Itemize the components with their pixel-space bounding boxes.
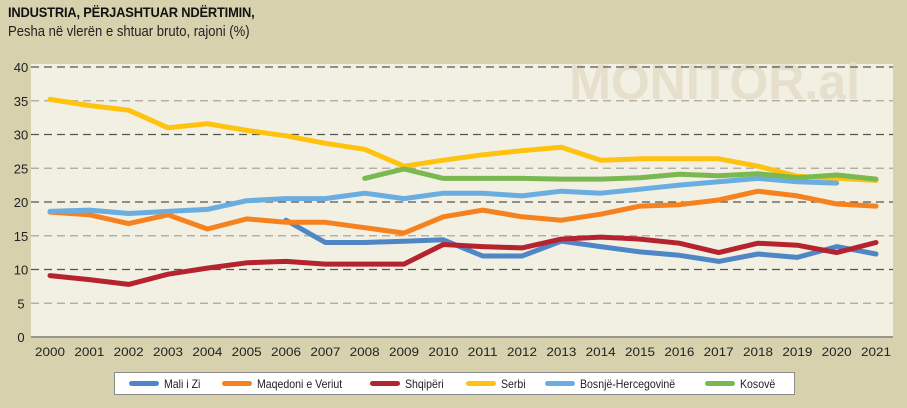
x-tick-label: 2021 <box>861 345 891 359</box>
x-tick-label: 2007 <box>310 345 340 359</box>
legend-item: Maqedoni e Veriut <box>222 377 354 391</box>
legend-label: Maqedoni e Veriut <box>257 376 343 391</box>
legend: Mali i Zi Maqedoni e Veriut Shqipëri Serbi B… <box>114 372 795 395</box>
x-tick-label: 2015 <box>625 345 655 359</box>
x-tick-label: 2011 <box>468 345 498 359</box>
y-tick-label: 20 <box>14 195 28 210</box>
x-tick-label: 2019 <box>782 345 812 359</box>
x-tick-label: 2017 <box>704 345 734 359</box>
series-line-kosovë <box>362 166 879 182</box>
y-tick-label: 10 <box>14 263 28 278</box>
legend-item: Serbi <box>465 376 529 391</box>
series-line-bosnjë-hercegovinë <box>47 175 840 216</box>
legend-swatch <box>129 381 160 386</box>
x-tick-label: 2003 <box>153 345 183 359</box>
x-tick-label: 2009 <box>389 345 419 359</box>
x-tick-label: 2002 <box>114 345 144 359</box>
x-tick-label: 2020 <box>822 345 852 359</box>
x-tick-label: 2014 <box>586 345 616 359</box>
legend-label: Bosnjë-Hercegovinë <box>580 376 676 391</box>
x-tick-label: 2008 <box>350 345 380 359</box>
legend-item: Shqipëri <box>370 377 449 391</box>
watermark: MONITOR.al <box>569 54 860 110</box>
series-line-mali-i-zi <box>283 217 879 264</box>
legend-item: Kosovë <box>704 376 780 391</box>
plot-area <box>31 64 893 338</box>
legend-label: Shqipëri <box>405 376 444 391</box>
legend-swatch <box>545 381 576 386</box>
x-tick-label: 2013 <box>546 345 576 359</box>
chart-title: INDUSTRIA, PËRJASHTUAR NDËRTIMIN, <box>8 4 255 20</box>
x-tick-label: 2004 <box>192 345 222 359</box>
chart-subtitle: Pesha në vlerën e shtuar bruto, rajoni (… <box>8 24 250 40</box>
x-tick-label: 2012 <box>507 345 537 359</box>
y-tick-label: 0 <box>17 330 24 345</box>
legend-label: Mali i Zi <box>164 376 201 391</box>
y-tick-label: 5 <box>17 296 24 311</box>
series-line-serbi <box>47 96 879 183</box>
x-tick-label: 2018 <box>743 345 773 359</box>
series-line-maqedoni-e-veriut <box>47 188 879 236</box>
y-tick-label: 15 <box>14 229 28 244</box>
legend-swatch <box>370 381 401 386</box>
legend-swatch <box>465 381 496 386</box>
x-tick-label: 2000 <box>35 345 65 359</box>
y-tick-label: 25 <box>14 161 28 176</box>
legend-item: Mali i Zi <box>129 377 205 391</box>
x-tick-label: 2010 <box>428 345 458 359</box>
y-tick-label: 40 <box>14 60 28 75</box>
legend-label: Serbi <box>500 376 526 391</box>
line-chart: MONITOR.al 0 5 10 15 20 25 30 35 40 2000 2001 2002… <box>14 54 893 359</box>
x-tick-label: 2006 <box>271 345 301 359</box>
legend-swatch <box>222 381 253 386</box>
legend-label: Kosovë <box>739 376 775 391</box>
legend-item: Bosnjë-Hercegovinë <box>545 377 688 391</box>
y-tick-label: 30 <box>14 128 28 143</box>
x-tick-label: 2005 <box>232 345 262 359</box>
y-tick-label: 35 <box>14 94 28 109</box>
series-line-shqipëri <box>47 234 879 287</box>
x-tick-label: 2016 <box>664 345 694 359</box>
legend-swatch <box>704 381 735 386</box>
x-tick-label: 2001 <box>74 345 104 359</box>
